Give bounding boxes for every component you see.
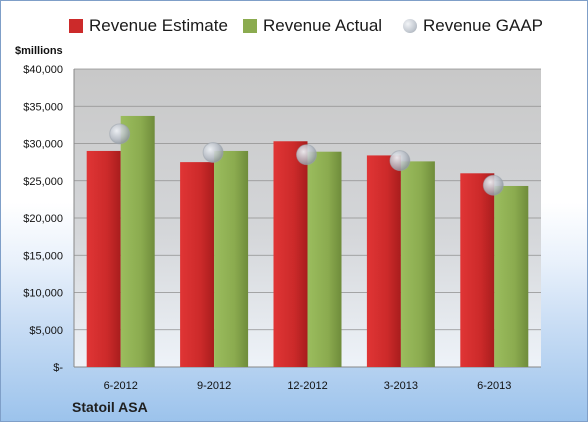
x-tick-label: 6-2012	[104, 380, 138, 392]
legend-swatch-estimate	[69, 19, 83, 33]
marker-revenue-gaap	[389, 150, 411, 172]
legend-label-actual: Revenue Actual	[263, 16, 383, 35]
bar-revenue-estimate	[273, 141, 308, 367]
x-tick-label: 9-2012	[197, 380, 231, 392]
bar-revenue-actual	[494, 185, 529, 367]
legend-item-estimate: Revenue Estimate	[69, 16, 228, 36]
x-tick-label: 12-2012	[287, 380, 327, 392]
y-tick-label: $40,000	[23, 64, 63, 76]
bar-revenue-estimate	[460, 173, 495, 367]
legend-marker-gaap	[403, 19, 417, 33]
y-tick-label: $-	[53, 362, 63, 374]
bar-revenue-actual	[400, 161, 435, 367]
bar-revenue-estimate	[86, 150, 121, 367]
y-axis-units-label: $millions	[15, 45, 63, 57]
y-tick-label: $20,000	[23, 213, 63, 225]
y-tick-label: $30,000	[23, 139, 63, 151]
marker-revenue-gaap	[296, 144, 317, 166]
legend-swatch-actual	[243, 19, 257, 33]
bar-revenue-actual	[214, 150, 249, 367]
x-tick-label: 6-2013	[477, 380, 511, 392]
marker-revenue-gaap	[109, 123, 131, 145]
y-tick-label: $35,000	[23, 101, 63, 113]
y-tick-label: $15,000	[23, 250, 63, 262]
y-tick-label: $5,000	[29, 325, 63, 337]
y-tick-label: $10,000	[23, 288, 63, 300]
marker-revenue-gaap	[482, 174, 504, 196]
bar-revenue-actual	[120, 115, 155, 367]
bar-revenue-actual	[307, 151, 342, 367]
y-tick-label: $25,000	[23, 176, 63, 188]
marker-revenue-gaap	[202, 141, 224, 163]
bar-revenue-estimate	[180, 162, 215, 367]
legend-label-gaap: Revenue GAAP	[423, 16, 544, 35]
legend: Revenue Estimate Revenue Actual Revenue …	[1, 16, 587, 42]
legend-label-estimate: Revenue Estimate	[89, 16, 228, 35]
company-name: Statoil ASA	[72, 399, 148, 415]
x-tick-label: 3-2013	[384, 380, 418, 392]
legend-item-actual: Revenue Actual	[243, 16, 382, 36]
legend-item-gaap: Revenue GAAP	[403, 16, 543, 36]
bar-revenue-estimate	[366, 155, 401, 367]
